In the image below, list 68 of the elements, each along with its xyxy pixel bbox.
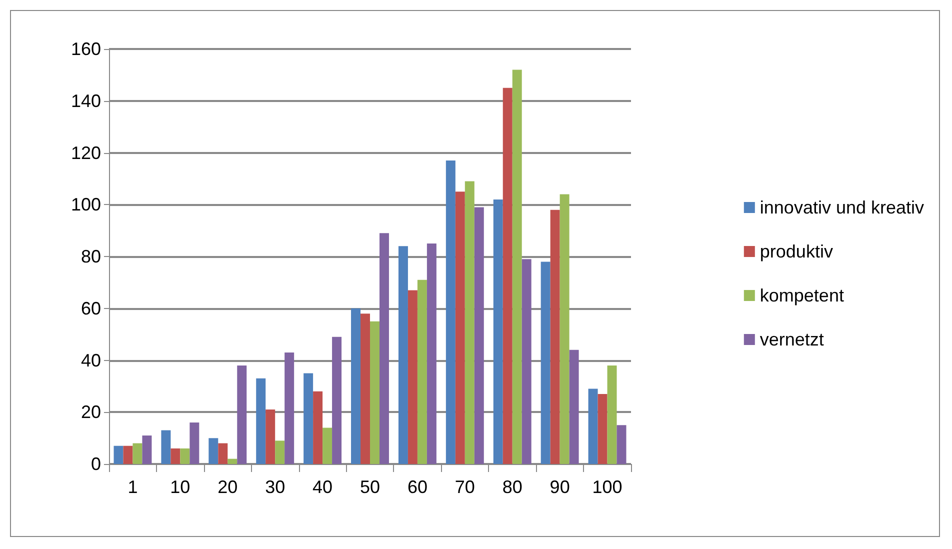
bar xyxy=(322,428,332,464)
x-tick-label: 60 xyxy=(407,477,428,497)
bar xyxy=(114,446,124,464)
bar xyxy=(208,438,218,464)
y-tick-label: 20 xyxy=(80,402,101,422)
bar xyxy=(161,430,171,464)
bar xyxy=(464,181,474,464)
bar xyxy=(284,352,294,464)
bar xyxy=(304,373,314,464)
bar xyxy=(540,262,550,464)
x-tick-label: 80 xyxy=(502,477,522,497)
bar xyxy=(190,422,200,464)
bar xyxy=(332,336,342,464)
bar xyxy=(370,321,380,464)
bar xyxy=(228,458,238,464)
x-tick-label: 90 xyxy=(550,477,570,497)
y-tick-label: 160 xyxy=(70,39,101,59)
bar xyxy=(560,194,570,464)
bar xyxy=(237,365,247,464)
legend-label: vernetzt xyxy=(760,330,824,350)
y-tick-label: 60 xyxy=(80,298,101,318)
bar xyxy=(275,440,285,464)
bar xyxy=(569,350,579,464)
bar xyxy=(455,192,465,464)
x-tick-label: 40 xyxy=(312,477,333,497)
bar xyxy=(266,410,276,464)
bar xyxy=(142,435,152,464)
bar xyxy=(616,425,626,464)
y-tick-label: 140 xyxy=(70,90,101,111)
bar xyxy=(313,391,323,464)
x-tick-label: 50 xyxy=(360,477,380,497)
bar xyxy=(180,448,190,464)
bar xyxy=(351,308,361,464)
bar xyxy=(408,290,418,464)
bar xyxy=(493,199,503,464)
x-tick-label: 100 xyxy=(592,477,622,497)
bar xyxy=(426,244,436,464)
x-tick-label: 70 xyxy=(454,477,475,497)
y-tick-label: 100 xyxy=(70,194,101,215)
y-tick-label: 80 xyxy=(80,246,101,266)
bar xyxy=(417,280,427,464)
bar xyxy=(474,207,484,464)
bar xyxy=(446,160,456,464)
bar xyxy=(550,210,560,464)
bar xyxy=(522,259,532,464)
bar xyxy=(379,233,389,464)
bar xyxy=(502,88,512,464)
x-tick-label: 10 xyxy=(170,477,190,497)
bar xyxy=(598,394,608,464)
legend-label: innovativ und kreativ xyxy=(760,198,924,218)
x-tick-label: 30 xyxy=(265,477,286,497)
bar xyxy=(512,70,522,464)
bar xyxy=(607,365,617,464)
bar xyxy=(218,443,228,464)
y-tick-label: 0 xyxy=(90,454,101,474)
bar xyxy=(123,446,133,464)
bar xyxy=(360,314,370,464)
bar xyxy=(132,443,142,464)
bar xyxy=(588,388,598,464)
legend-label: kompetent xyxy=(760,286,844,306)
y-tick-label: 40 xyxy=(80,350,101,370)
bar xyxy=(256,378,266,464)
x-tick-label: 1 xyxy=(128,477,138,497)
x-tick-label: 20 xyxy=(218,477,238,497)
legend-label: produktiv xyxy=(760,242,833,262)
y-tick-label: 120 xyxy=(70,142,101,163)
bar xyxy=(398,246,408,464)
bar xyxy=(170,448,180,464)
